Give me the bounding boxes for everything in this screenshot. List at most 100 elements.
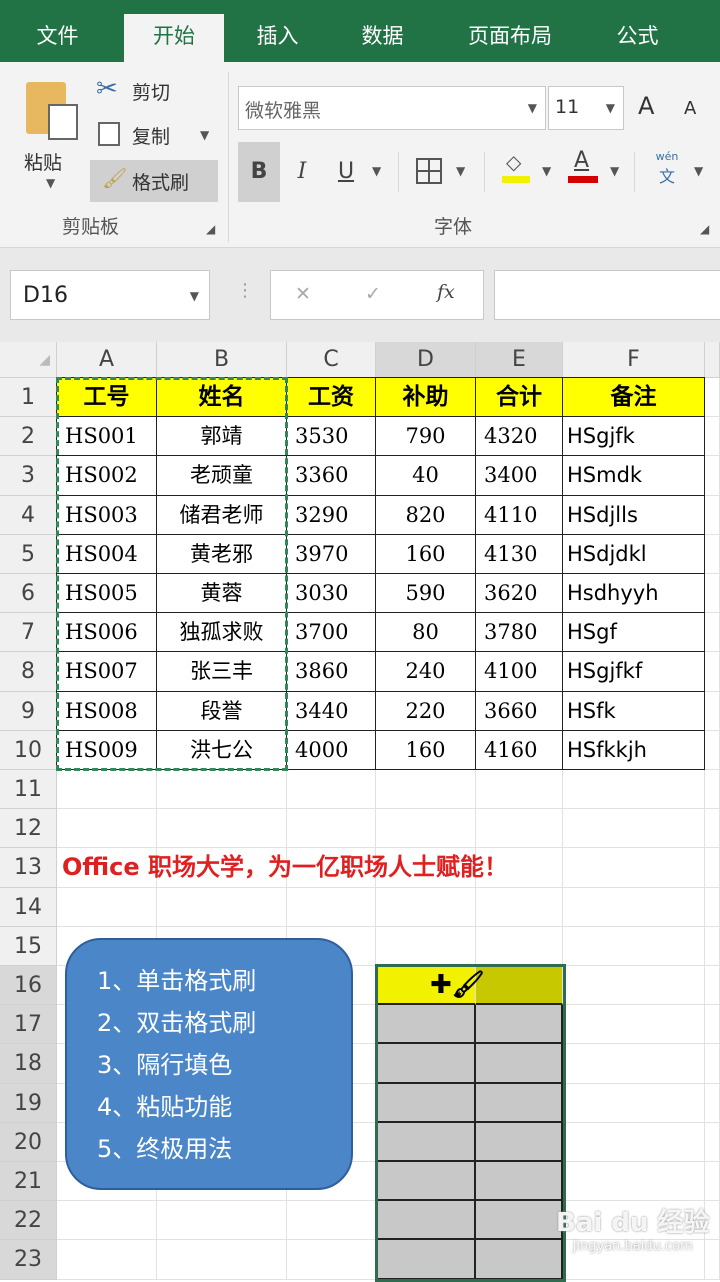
shrink-font-button[interactable]: A [684,98,697,119]
cell[interactable] [376,809,476,849]
row-header[interactable]: 18 [0,1044,57,1084]
table-cell[interactable]: HSgjfkf [562,651,705,692]
table-cell[interactable]: 4100 [475,651,563,692]
cell[interactable] [476,848,563,888]
table-cell[interactable]: 160 [375,729,476,770]
font-color-icon[interactable]: A [566,148,600,184]
cell[interactable] [563,848,705,888]
selected-cell[interactable] [376,1083,476,1123]
cell[interactable] [563,1162,705,1202]
cell[interactable] [705,456,720,496]
row-header[interactable]: 20 [0,1122,57,1162]
column-header[interactable]: F [563,342,705,378]
font-launcher-icon[interactable]: ◢ [700,222,710,236]
format-painter-button[interactable]: 🖌 格式刷 [90,160,218,202]
table-cell[interactable]: 4000 [286,729,376,770]
cell[interactable] [705,1162,720,1202]
row-header[interactable]: 12 [0,809,57,849]
cell[interactable] [57,848,157,888]
selected-cell[interactable] [376,966,476,1006]
table-header-cell[interactable]: 备注 [562,377,705,418]
selected-cell[interactable] [376,1240,476,1280]
column-header[interactable]: B [157,342,287,378]
table-header-cell[interactable]: 工号 [56,377,157,418]
cut-button[interactable]: ✂ 剪切 [96,74,196,108]
cell[interactable] [157,1240,287,1280]
table-cell[interactable]: HS003 [56,494,157,535]
cell[interactable] [705,966,720,1006]
table-header-cell[interactable]: 合计 [475,377,563,418]
cell[interactable] [376,887,476,927]
cell[interactable] [376,770,476,810]
cell[interactable] [476,809,563,849]
selected-cell[interactable] [476,1201,563,1241]
insert-function-icon[interactable]: fx [437,281,455,303]
row-header[interactable]: 15 [0,926,57,966]
cell[interactable] [157,848,287,888]
cancel-icon[interactable]: ✕ [295,283,311,305]
tutorial-menu-item[interactable]: 2、双击格式刷 [97,1009,257,1037]
row-header[interactable]: 16 [0,966,57,1006]
selected-cell[interactable] [476,1005,563,1045]
cell[interactable] [57,1201,157,1241]
column-header[interactable] [705,342,720,378]
cell[interactable] [705,417,720,457]
drag-handle-icon[interactable]: ⋮ [236,280,254,301]
table-cell[interactable]: 4160 [475,729,563,770]
selected-cell[interactable] [476,966,563,1006]
selected-cell[interactable] [376,1005,476,1045]
tutorial-menu-item[interactable]: 3、隔行填色 [97,1051,233,1079]
cell[interactable] [705,809,720,849]
table-cell[interactable]: 黄老邪 [156,533,287,574]
column-header[interactable]: A [57,342,157,378]
cell[interactable] [705,1122,720,1162]
cell[interactable] [157,770,287,810]
italic-button[interactable]: I [297,159,307,184]
paste-button[interactable]: 粘贴 ▼ [18,76,86,196]
table-cell[interactable]: HSdjlls [562,494,705,535]
row-header[interactable]: 10 [0,730,57,770]
table-header-cell[interactable]: 补助 [375,377,476,418]
cell[interactable] [705,1044,720,1084]
cell[interactable] [376,926,476,966]
selected-cell[interactable] [376,1162,476,1202]
selected-cell[interactable] [476,1083,563,1123]
cell[interactable] [705,926,720,966]
table-cell[interactable]: HSfk [562,690,705,731]
column-header[interactable]: C [287,342,376,378]
table-cell[interactable]: 4320 [475,416,563,457]
cell[interactable] [287,1201,376,1241]
enter-icon[interactable]: ✓ [365,283,381,305]
cell[interactable] [287,887,376,927]
row-header[interactable]: 7 [0,613,57,653]
row-header[interactable]: 11 [0,770,57,810]
font-name-select[interactable]: 微软雅黑 ▼ [238,86,546,130]
cell[interactable] [563,887,705,927]
underline-button[interactable]: U [337,159,355,184]
cell[interactable] [705,1083,720,1123]
cell[interactable] [563,1122,705,1162]
fill-color-icon[interactable]: ◇ [500,150,532,184]
selected-cell[interactable] [476,1162,563,1202]
font-color-dropdown-icon[interactable]: ▼ [610,164,620,178]
row-header[interactable]: 2 [0,417,57,457]
table-cell[interactable]: 3620 [475,573,563,614]
cell[interactable] [287,770,376,810]
tab-home[interactable]: 开始 [124,14,224,62]
table-cell[interactable]: 40 [375,455,476,496]
cell[interactable] [705,887,720,927]
cell[interactable] [287,809,376,849]
cell[interactable] [157,887,287,927]
grow-font-button[interactable]: A [638,92,655,120]
table-cell[interactable]: 3780 [475,612,563,653]
cell[interactable] [57,1240,157,1280]
tab-page-layout[interactable]: 页面布局 [468,24,552,48]
column-header[interactable]: E [476,342,563,378]
table-cell[interactable]: 3530 [286,416,376,457]
cell[interactable] [563,1005,705,1045]
cell[interactable] [57,809,157,849]
tab-file[interactable]: 文件 [36,24,79,48]
column-header[interactable]: D [376,342,476,378]
cell[interactable] [705,1005,720,1045]
table-cell[interactable]: Hsdhyyh [562,573,705,614]
